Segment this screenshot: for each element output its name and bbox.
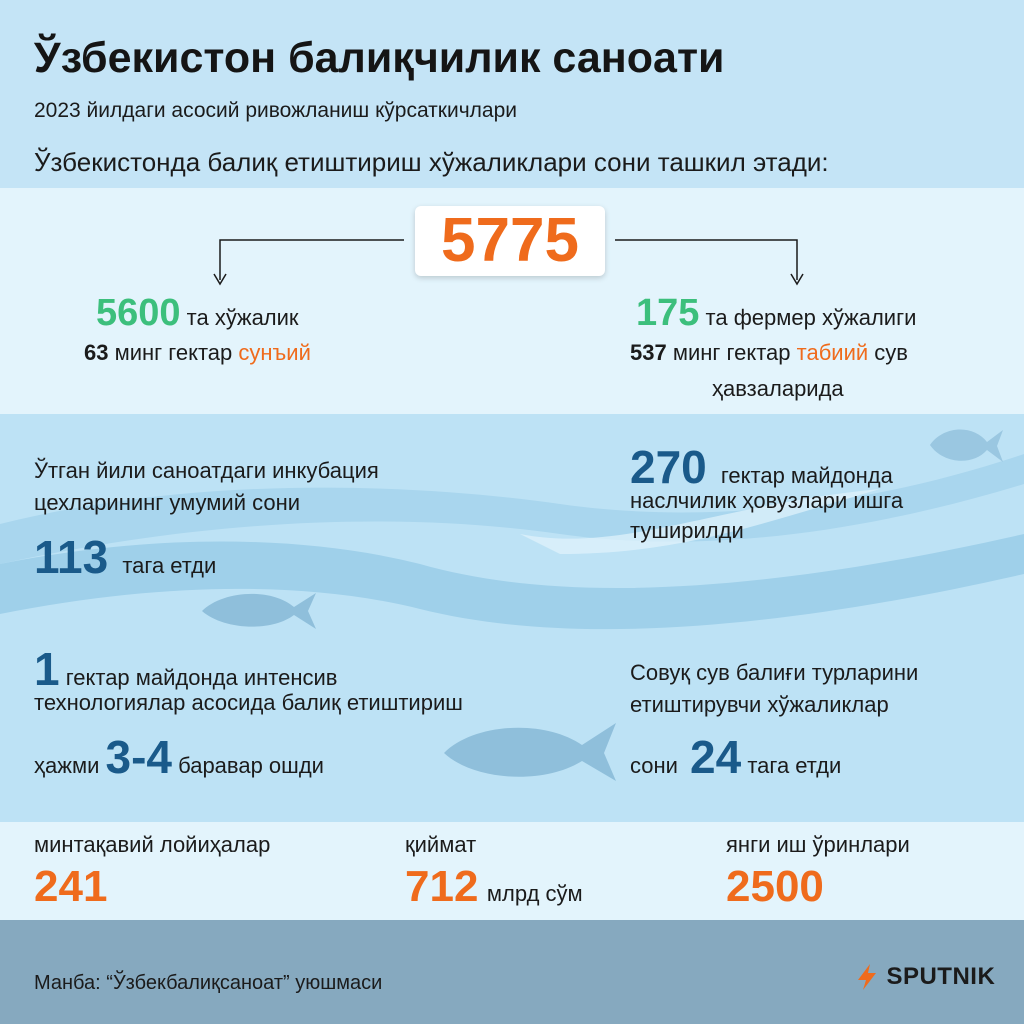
right-branch-count: 175 та фермер хўжалиги <box>636 292 916 335</box>
page-title: Ўзбекистон балиқчилик саноати <box>34 34 725 82</box>
footer-band <box>0 920 1024 1024</box>
sputnik-logo: SPUTNIK <box>852 962 995 992</box>
left-branch-area: 63 минг гектар сунъий <box>84 340 311 366</box>
intensive-prefix: ҳажми <box>34 753 100 778</box>
coldwater-suffix: тага етди <box>747 753 842 778</box>
total-farms-value: 5775 <box>441 206 579 275</box>
intensive-range-row: ҳажми 3-4 баравар ошди <box>34 730 324 784</box>
right-area-value: 537 <box>630 340 667 365</box>
stat-label-value: қиймат <box>405 832 477 857</box>
left-area-text: минг гектар <box>114 340 233 365</box>
fish-icon <box>444 723 616 781</box>
stat-value-projects: 241 <box>34 862 108 911</box>
incubation-line2: цехларининг умумий сони <box>34 490 301 515</box>
wave-decoration <box>0 454 1024 630</box>
page-subtitle: 2023 йилдаги асосий ривожланиш кўрсаткич… <box>34 99 517 122</box>
ponds-value: 270 <box>630 441 707 493</box>
stat-value-jobs: 2500 <box>726 862 824 911</box>
left-branch-value: 5600 <box>96 292 181 334</box>
sputnik-bolt-icon <box>858 964 876 990</box>
intensive-line2: технологиялар асосида балиқ етиштириш <box>34 690 463 715</box>
coldwater-value-row: сони 24 тага етди <box>630 730 841 784</box>
coldwater-line1: Совуқ сув балиғи турларини <box>630 660 919 685</box>
coldwater-value: 24 <box>690 731 742 783</box>
stat-value-row: 712 млрд сўм <box>405 862 583 912</box>
left-area-type: сунъий <box>238 340 311 365</box>
intensive-suffix: баравар ошди <box>178 753 324 778</box>
fish-icon <box>930 429 1003 462</box>
right-branch-value: 175 <box>636 292 700 334</box>
incubation-value: 113 <box>34 531 109 583</box>
right-branch-area: 537 минг гектар табиий сув <box>630 340 908 366</box>
stat-label-projects: минтақавий лойиҳалар <box>34 832 271 857</box>
total-farms-box: 5775 <box>415 206 605 276</box>
incubation-value-row: 113 тага етди <box>34 530 216 584</box>
incubation-line1: Ўтган йили саноатдаги инкубация <box>34 458 379 483</box>
right-area-tail2: ҳавзаларида <box>712 376 844 401</box>
intensive-row: 1 гектар майдонда интенсив <box>34 642 337 696</box>
left-branch-count: 5600 та хўжалик <box>96 292 299 335</box>
left-branch-unit: та хўжалик <box>186 305 299 330</box>
ponds-row: 270 гектар майдонда <box>630 440 893 494</box>
stat-value-unit: млрд сўм <box>486 881 583 906</box>
ponds-line3: туширилди <box>630 518 744 543</box>
right-branch-unit: та фермер хўжалиги <box>705 305 917 330</box>
left-area-value: 63 <box>84 340 109 365</box>
coldwater-line2: етиштирувчи хўжаликлар <box>630 692 889 717</box>
fish-icon <box>202 593 316 629</box>
source-credit: Манба: “Ўзбекбалиқсаноат” уюшмаси <box>34 972 383 994</box>
stat-label-jobs: янги иш ўринлари <box>726 832 910 857</box>
sputnik-logo-text: SPUTNIK <box>886 963 996 990</box>
intro-text: Ўзбекистонда балиқ етиштириш хўжаликлари… <box>34 147 829 177</box>
intensive-value: 1 <box>34 643 60 695</box>
stat-value-amount: 712 <box>405 862 479 911</box>
right-area-text: минг гектар <box>672 340 791 365</box>
stats-band <box>0 822 1024 920</box>
ponds-line2: наслчилик ҳовузлари ишга <box>630 488 904 513</box>
intensive-line1: гектар майдонда интенсив <box>65 665 338 690</box>
intensive-range: 3-4 <box>105 731 172 783</box>
right-area-tail: сув <box>874 340 908 365</box>
right-area-type: табиий <box>796 340 869 365</box>
coldwater-prefix: сони <box>630 753 678 778</box>
branch-arrows <box>213 239 804 286</box>
header-band <box>0 0 1024 188</box>
incubation-suffix: тага етди <box>122 553 217 578</box>
ponds-line1: гектар майдонда <box>720 463 893 488</box>
